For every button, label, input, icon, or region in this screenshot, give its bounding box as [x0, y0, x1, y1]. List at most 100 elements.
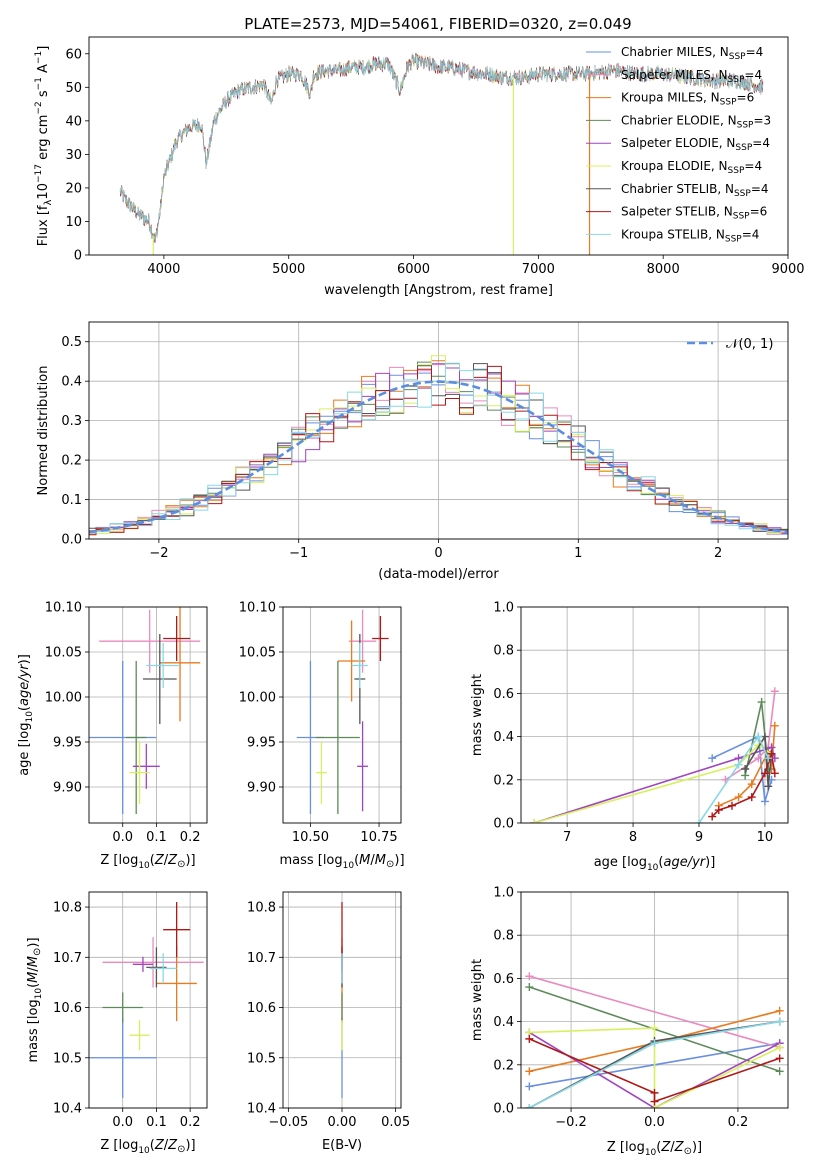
- y-tick-label: 10.5: [247, 1051, 276, 1066]
- weight-marker: [650, 1088, 659, 1097]
- weight-marker: [525, 983, 534, 992]
- y-tick-label: 20: [65, 181, 82, 196]
- x-tick-label: 5000: [272, 262, 305, 277]
- y-tick-label: 10.4: [247, 1102, 276, 1117]
- spectrum-frame: [88, 36, 789, 256]
- weight-marker: [714, 806, 723, 815]
- y-tick-label: 0.3: [61, 414, 82, 429]
- legend-entry: 𝒩(0, 1): [726, 337, 773, 352]
- x-tick-label: 0.1: [146, 830, 167, 845]
- legend-entry: Kroupa MILES, NSSP=6: [621, 91, 754, 108]
- weight-line-c8: [698, 734, 769, 823]
- y-tick-label: 0.1: [61, 493, 82, 508]
- x-tick-label: 0: [434, 546, 442, 561]
- y-tick-label: 1.0: [493, 601, 514, 616]
- y-tick-label: 0.2: [61, 454, 82, 469]
- y-tick-label: 9.95: [53, 736, 82, 751]
- spectrum-legend: Chabrier MILES, NSSP=4 Salpeter MILES, NS…: [586, 45, 771, 244]
- age_vs_mass-frame: [282, 606, 402, 824]
- y-tick-label: 40: [65, 114, 82, 129]
- weight-line-c6: [744, 734, 773, 787]
- weight-marker: [525, 1104, 534, 1108]
- y-tick-label: 0.0: [493, 817, 514, 832]
- weight-marker: [764, 782, 773, 791]
- legend-entry: Salpeter ELODIE, NSSP=4: [621, 136, 770, 153]
- weight_vs_age-frame: [520, 606, 789, 824]
- weight-marker: [775, 1017, 784, 1026]
- y-tick-label: 0.6: [493, 687, 514, 702]
- spectrum-axes: 4000 5000 6000 7000 8000 9000 0 10 20 30 40 50 60: [65, 47, 804, 277]
- weight-vs-Z-xlabel: Z [log10(Z/Z⊙)]: [607, 1140, 702, 1158]
- x-tick-label: 0.00: [328, 1115, 357, 1130]
- x-tick-label: 9: [695, 830, 703, 845]
- y-tick-label: 10.05: [239, 646, 276, 661]
- y-tick-label: 50: [65, 81, 82, 96]
- x-tick-label: 0.0: [112, 1115, 133, 1130]
- x-tick-label: 7000: [522, 262, 555, 277]
- y-tick-label: 10.8: [247, 901, 276, 916]
- y-tick-label: 30: [65, 148, 82, 163]
- weight-vs-age-xlabel: age [log10(age/yr)]: [594, 855, 716, 873]
- weight-line-c5: [529, 1027, 781, 1108]
- weight-marker: [764, 754, 773, 763]
- weight-marker: [747, 780, 756, 789]
- residuals-frame: [88, 321, 789, 540]
- weight_vs_Z-frame: [520, 891, 789, 1109]
- x-tick-label: −2: [149, 546, 168, 561]
- weight-marker: [650, 1039, 659, 1048]
- legend-entry: Chabrier ELODIE, NSSP=3: [621, 113, 771, 130]
- weight_vs_Z-ylabel: mass weight: [470, 959, 485, 1041]
- weight-marker: [741, 765, 750, 773]
- weight-marker: [770, 721, 779, 730]
- weight-marker: [695, 819, 703, 823]
- y-tick-label: 0.5: [61, 335, 82, 350]
- weight-marker: [734, 793, 743, 802]
- x-tick-label: 10: [757, 830, 774, 845]
- x-tick-label: 1: [574, 546, 582, 561]
- spectrum-xlabel: wavelength [Angstrom, rest frame]: [324, 283, 553, 298]
- x-tick-label: 6000: [397, 262, 430, 277]
- y-tick-label: 10.4: [53, 1102, 82, 1117]
- weight-marker: [708, 812, 717, 821]
- residual-histograms: [89, 355, 788, 536]
- weight-line-c7: [528, 1038, 780, 1103]
- y-tick-label: 0.4: [493, 730, 514, 745]
- age-vs-mass-xlabel: mass [log10(M/M⊙)]: [279, 853, 404, 871]
- y-tick-label: 0.8: [493, 644, 514, 659]
- weight-marker: [770, 687, 779, 696]
- y-tick-label: 10.6: [53, 1001, 82, 1016]
- weight-marker: [754, 754, 763, 763]
- x-tick-label: −0.2: [555, 1115, 587, 1130]
- y-tick-label: 9.95: [247, 736, 276, 751]
- age-vs-Z-xlabel: Z [log10(Z/Z⊙)]: [100, 853, 195, 871]
- y-tick-label: 0.0: [61, 533, 82, 548]
- age_vs_Z-frame: [88, 606, 208, 824]
- weight-marker: [530, 819, 539, 823]
- weight-marker: [775, 1043, 784, 1052]
- residuals-axes: −2 −1 0 1 2 0.0 0.1 0.2 0.3 0.4 0.5: [61, 322, 788, 561]
- y-tick-label: 10.00: [45, 691, 82, 706]
- weight_vs_age-ylabel: mass weight: [470, 674, 485, 756]
- mass_vs_ebv-frame: [282, 891, 402, 1109]
- y-tick-label: 10.00: [239, 691, 276, 706]
- y-tick-label: 10.10: [239, 601, 276, 616]
- y-tick-label: 10.5: [53, 1051, 82, 1066]
- y-tick-label: 10.8: [53, 901, 82, 916]
- x-tick-label: 0.0: [112, 830, 133, 845]
- weight-marker: [760, 797, 769, 806]
- weight-marker: [770, 769, 779, 778]
- spectrum-series-c8: [119, 53, 764, 242]
- weight-marker: [734, 760, 743, 769]
- weight-line-c1: [529, 975, 780, 1049]
- y-tick-label: 10.7: [53, 951, 82, 966]
- y-tick-label: 0.2: [493, 773, 514, 788]
- x-tick-label: 0.0: [644, 1115, 665, 1130]
- x-tick-label: 0.2: [180, 1115, 201, 1130]
- weight-marker: [760, 769, 769, 778]
- y-tick-label: 10.6: [247, 1001, 276, 1016]
- x-tick-label: −0.05: [268, 1115, 308, 1130]
- weight-marker: [525, 1034, 534, 1043]
- y-tick-label: 0.4: [493, 1015, 514, 1030]
- y-tick-label: 0: [74, 249, 82, 264]
- weight-marker: [525, 1067, 534, 1076]
